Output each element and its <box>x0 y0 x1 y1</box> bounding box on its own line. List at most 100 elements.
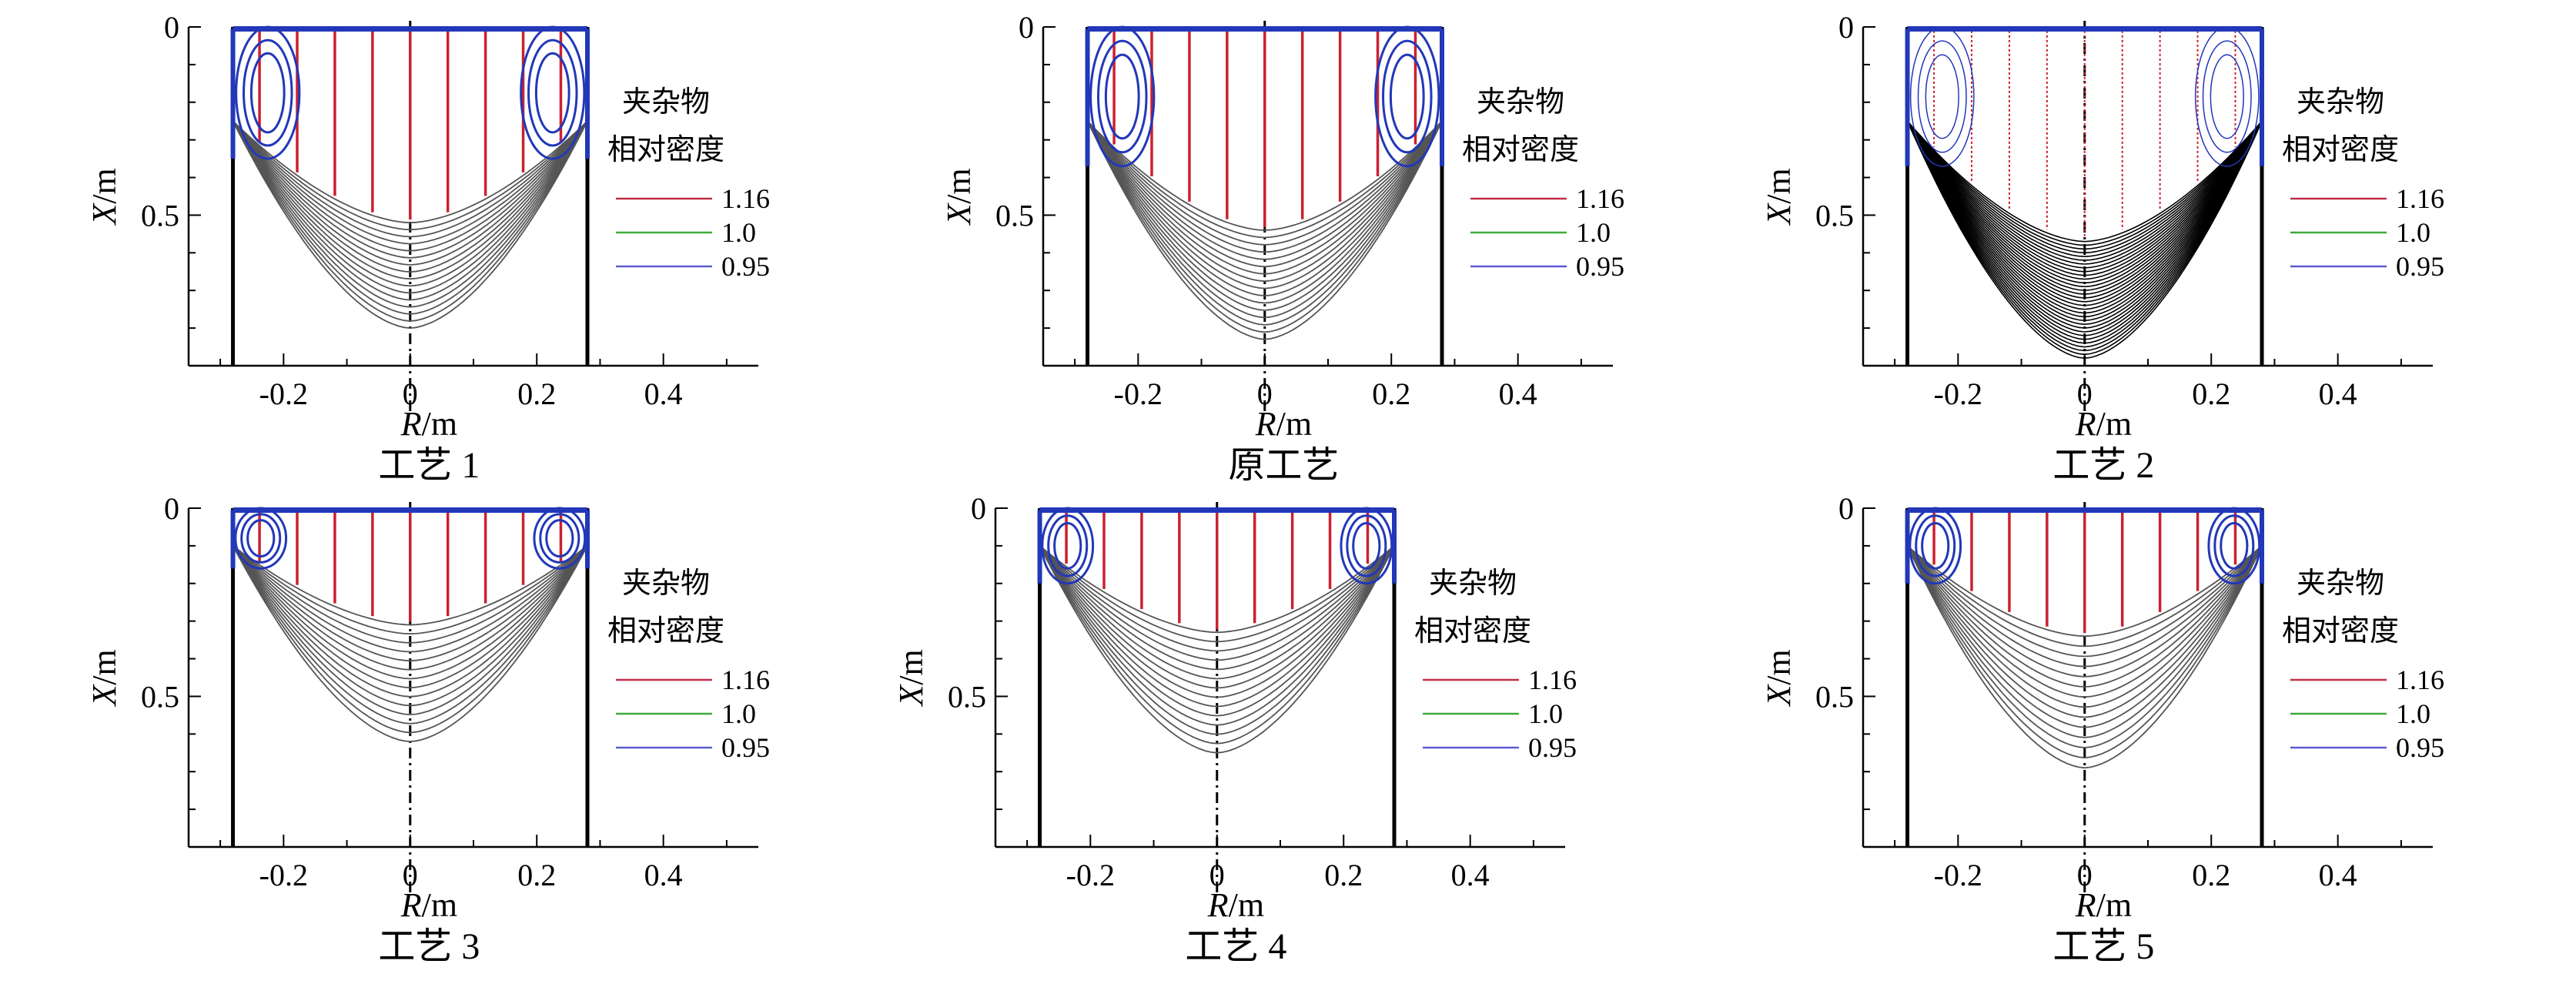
vortex-group <box>230 25 590 160</box>
vortex-loop <box>1346 514 1387 577</box>
contour-line <box>1086 120 1443 260</box>
contour-line <box>1086 120 1443 239</box>
y-tick-label: 0.5 <box>1815 198 1854 233</box>
contour-line <box>232 545 588 653</box>
panel-2: 00.5-0.200.20.4X/mR/m原工艺夹杂物相对密度1.161.00.… <box>940 10 1624 486</box>
inclusion-path-group <box>1112 30 1417 227</box>
contour-line <box>1906 120 2263 344</box>
legend-entry: 1.16 <box>2396 664 2444 695</box>
contour-line <box>232 120 588 224</box>
contour-line <box>1906 120 2263 299</box>
legend-subtitle: 相对密度 <box>607 615 724 648</box>
contour-line <box>1086 120 1443 246</box>
contour-line <box>1906 120 2263 276</box>
vortex-group <box>1037 507 1397 585</box>
contour-line <box>1086 120 1443 253</box>
vortex-loop <box>1374 25 1440 168</box>
vortex-loop <box>520 25 586 160</box>
contour-line <box>1906 120 2263 310</box>
contour-line <box>233 545 588 635</box>
contour-line <box>1039 545 1395 689</box>
contour-line <box>1039 545 1395 652</box>
x-tick-label: 0.4 <box>2319 858 2357 892</box>
y-tick-label: 0 <box>1838 491 1854 526</box>
contour-line <box>1906 120 2263 333</box>
contour-group <box>232 545 588 743</box>
x-axis-label: R/m <box>400 405 457 443</box>
legend-entry: 0.95 <box>1528 732 1577 763</box>
legend-entry: 1.16 <box>1576 183 1624 214</box>
contour-line <box>1039 545 1395 726</box>
vortex-loop <box>240 513 282 564</box>
panel-caption: 工艺 4 <box>1185 926 1286 967</box>
contour-line <box>232 120 588 294</box>
contour-line <box>1086 120 1443 268</box>
contour-line <box>232 120 588 252</box>
vortex-loop <box>2210 54 2244 139</box>
legend-entry: 1.0 <box>2396 217 2430 248</box>
contour-line <box>232 120 588 308</box>
contour-line <box>1039 545 1395 661</box>
contour-line <box>1086 120 1443 311</box>
x-tick-label: 0.4 <box>1499 377 1537 411</box>
contour-line <box>1086 120 1443 275</box>
vortex-loop <box>2202 40 2252 153</box>
contour-line <box>1039 545 1395 745</box>
y-axis-label: X/m <box>85 168 123 226</box>
panel-caption: 工艺 3 <box>378 926 480 967</box>
legend-title: 夹杂物 <box>1429 567 1517 600</box>
x-axis-label: R/m <box>2075 405 2132 443</box>
x-tick-label: 0.2 <box>2192 377 2230 411</box>
contour-line <box>232 120 588 287</box>
panel-caption: 原工艺 <box>1228 445 1339 486</box>
contour-line <box>1906 120 2263 295</box>
x-tick-label: 0.4 <box>1451 858 1490 892</box>
vortex-loop <box>1352 522 1381 570</box>
contour-line <box>232 545 588 734</box>
contour-line <box>1906 545 2263 718</box>
legend-entry: 1.0 <box>1576 217 1611 248</box>
contour-line <box>1039 545 1395 671</box>
contour-line <box>1907 545 2263 638</box>
contour-line <box>1906 120 2263 265</box>
contour-line <box>1086 120 1443 304</box>
vortex-loop <box>1340 507 1393 585</box>
legend-title: 夹杂物 <box>1477 86 1564 119</box>
contour-line <box>1086 120 1443 283</box>
contour-line <box>1906 120 2263 322</box>
contour-line <box>1906 120 2263 292</box>
contour-group <box>1906 120 2263 360</box>
vortex-loop <box>539 513 580 564</box>
x-tick-label: 0.2 <box>2192 858 2230 892</box>
x-tick-label: 0.2 <box>517 377 556 411</box>
vortex-loop <box>1053 522 1082 570</box>
vortex-loop <box>1915 514 1956 577</box>
contour-line <box>1906 120 2263 269</box>
y-tick-label: 0 <box>164 10 179 45</box>
contour-line <box>232 120 588 322</box>
y-axis-label: X/m <box>892 649 930 707</box>
inclusion-path-group <box>258 30 563 220</box>
contour-line <box>1906 545 2263 658</box>
inclusion-path-group <box>1065 511 1370 630</box>
legend-title: 夹杂物 <box>622 567 710 600</box>
legend-entry: 1.0 <box>1528 698 1563 729</box>
legend-entry: 1.16 <box>721 183 770 214</box>
contour-line <box>1906 120 2263 280</box>
contour-line <box>1906 120 2263 356</box>
y-tick-label: 0.5 <box>948 679 986 714</box>
legend-entry: 0.95 <box>2396 732 2444 763</box>
legend-subtitle: 相对密度 <box>2282 134 2399 166</box>
contour-line <box>232 120 588 273</box>
contour-group <box>1039 545 1395 754</box>
contour-line <box>1906 120 2263 318</box>
contour-line <box>1906 120 2263 326</box>
panel-caption: 工艺 2 <box>2052 445 2154 486</box>
contour-line <box>1086 120 1443 340</box>
x-tick-label: 0.4 <box>644 858 683 892</box>
panel-1: 00.5-0.200.20.4X/mR/m工艺 1夹杂物相对密度1.161.00… <box>85 10 770 486</box>
vortex-loop <box>1097 39 1148 154</box>
